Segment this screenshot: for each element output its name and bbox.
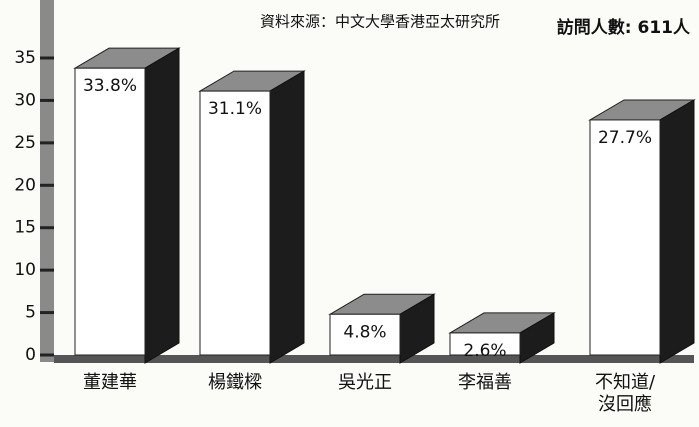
value-label: 4.8% — [343, 322, 386, 342]
value-label: 31.1% — [208, 99, 262, 119]
source-note: 資料來源：中文大學香港亞太研究所 — [260, 13, 500, 31]
bar — [200, 91, 270, 355]
x-tick-label: 不知道/ 沒回應 — [580, 372, 670, 416]
page: 資料來源：中文大學香港亞太研究所 訪問人數: 611人 0 5 10 15 20 25 30… — [0, 0, 699, 427]
y-tick-label: 35 — [14, 48, 36, 68]
bar-side — [660, 100, 694, 363]
sample-size: 訪問人數: 611人 — [557, 17, 691, 38]
y-tick-label: 15 — [14, 218, 36, 238]
y-tick-label: 5 — [25, 303, 36, 323]
x-tick-label: 董建華 — [65, 372, 155, 394]
value-label: 27.7% — [598, 128, 652, 148]
chart: 資料來源：中文大學香港亞太研究所 訪問人數: 611人 0 5 10 15 20 25 30… — [0, 0, 699, 427]
y-tick-label: 30 — [14, 90, 36, 110]
bar-side — [145, 48, 179, 363]
x-tick-label: 李福善 — [440, 372, 530, 394]
y-tick-label: 10 — [14, 260, 36, 280]
value-label: 33.8% — [83, 76, 137, 96]
x-tick-label: 楊鐵樑 — [190, 372, 280, 394]
y-tick-label: 25 — [14, 133, 36, 153]
bar-side — [270, 71, 304, 363]
bar — [75, 68, 145, 355]
bar — [590, 120, 660, 355]
y-tick-label: 20 — [14, 175, 36, 195]
y-tick-label: 0 — [25, 345, 36, 365]
value-label: 2.6% — [463, 341, 506, 361]
x-tick-label: 吳光正 — [320, 372, 410, 394]
axis-wall — [40, 0, 54, 362]
